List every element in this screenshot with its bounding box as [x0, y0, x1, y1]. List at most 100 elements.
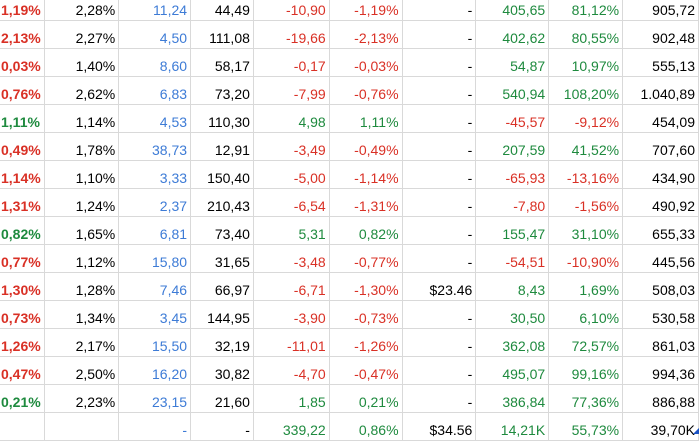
cell-col-3[interactable]: 150,40	[190, 160, 254, 189]
cell-col-5[interactable]: -1,26%	[329, 328, 403, 357]
cell-col-0[interactable]: 2,13%	[0, 20, 46, 49]
cell-col-9[interactable]: 39,70K	[622, 412, 699, 441]
cell-col-9[interactable]: 454,09	[622, 104, 699, 133]
cell-col-0[interactable]: 1,31%	[0, 188, 46, 217]
cell-col-9[interactable]: 655,33	[622, 216, 699, 245]
cell-col-1[interactable]: 1,65%	[44, 216, 120, 245]
cell-col-9[interactable]: 508,03	[622, 272, 699, 301]
cell-col-5[interactable]: -0,77%	[329, 244, 403, 273]
cell-col-3[interactable]: 32,19	[190, 328, 254, 357]
cell-col-2[interactable]: 38,73	[118, 132, 192, 161]
cell-col-1[interactable]: 2,28%	[44, 0, 120, 21]
cell-col-8[interactable]: 6,10%	[548, 300, 624, 329]
cell-col-4[interactable]: -19,66	[253, 20, 330, 49]
cell-col-7[interactable]: 14,21K	[475, 412, 550, 441]
cell-col-3[interactable]: 73,20	[190, 76, 254, 105]
cell-col-2[interactable]: 16,20	[118, 356, 192, 385]
cell-col-3[interactable]: 12,91	[190, 132, 254, 161]
cell-col-5[interactable]: 0,86%	[329, 412, 403, 441]
cell-col-4[interactable]: -11,01	[253, 328, 330, 357]
cell-col-0[interactable]: 0,77%	[0, 244, 46, 273]
cell-col-8[interactable]: 80,55%	[548, 20, 624, 49]
cell-col-4[interactable]: -0,17	[253, 48, 330, 77]
cell-col-1[interactable]: 1,14%	[44, 104, 120, 133]
cell-col-4[interactable]: 5,31	[253, 216, 330, 245]
cell-col-0[interactable]: 1,19%	[0, 0, 46, 21]
cell-col-1[interactable]: 2,23%	[44, 384, 120, 413]
cell-col-2[interactable]: 15,50	[118, 328, 192, 357]
cell-col-3[interactable]: 31,65	[190, 244, 254, 273]
cell-col-6[interactable]: -	[402, 76, 477, 105]
cell-col-4[interactable]: 1,85	[253, 384, 330, 413]
cell-col-9[interactable]: 861,03	[622, 328, 699, 357]
cell-col-6[interactable]: -	[402, 160, 477, 189]
cell-col-7[interactable]: 54,87	[475, 48, 550, 77]
cell-col-0[interactable]	[0, 412, 46, 441]
cell-col-3[interactable]: 44,49	[190, 0, 254, 21]
cell-col-7[interactable]: -54,51	[475, 244, 550, 273]
cell-col-8[interactable]: 10,97%	[548, 48, 624, 77]
cell-col-3[interactable]: 73,40	[190, 216, 254, 245]
cell-col-7[interactable]: 386,84	[475, 384, 550, 413]
cell-col-2[interactable]: 3,33	[118, 160, 192, 189]
cell-col-3[interactable]: 210,43	[190, 188, 254, 217]
cell-col-1[interactable]	[44, 412, 120, 441]
cell-col-6[interactable]: -	[402, 48, 477, 77]
cell-col-8[interactable]: -10,90%	[548, 244, 624, 273]
cell-col-1[interactable]: 2,17%	[44, 328, 120, 357]
cell-col-5[interactable]: -2,13%	[329, 20, 403, 49]
cell-col-6[interactable]: $34.56	[402, 412, 477, 441]
cell-col-5[interactable]: -0,73%	[329, 300, 403, 329]
cell-col-1[interactable]: 1,40%	[44, 48, 120, 77]
cell-col-8[interactable]: 1,69%	[548, 272, 624, 301]
cell-col-6[interactable]: -	[402, 384, 477, 413]
cell-col-8[interactable]: -9,12%	[548, 104, 624, 133]
cell-col-8[interactable]: 77,36%	[548, 384, 624, 413]
cell-col-3[interactable]: 111,08	[190, 20, 254, 49]
cell-col-8[interactable]: 31,10%	[548, 216, 624, 245]
cell-col-7[interactable]: 362,08	[475, 328, 550, 357]
cell-col-2[interactable]: 4,53	[118, 104, 192, 133]
cell-col-8[interactable]: 55,73%	[548, 412, 624, 441]
cell-col-5[interactable]: 0,21%	[329, 384, 403, 413]
cell-col-6[interactable]: -	[402, 104, 477, 133]
cell-col-0[interactable]: 1,30%	[0, 272, 46, 301]
cell-col-1[interactable]: 1,24%	[44, 188, 120, 217]
cell-col-5[interactable]: -1,31%	[329, 188, 403, 217]
fill-handle-icon[interactable]	[693, 428, 699, 434]
cell-col-4[interactable]: -4,70	[253, 356, 330, 385]
cell-col-4[interactable]: -6,54	[253, 188, 330, 217]
cell-col-2[interactable]: 7,46	[118, 272, 192, 301]
cell-col-0[interactable]: 0,76%	[0, 76, 46, 105]
cell-col-7[interactable]: 540,94	[475, 76, 550, 105]
cell-col-1[interactable]: 2,50%	[44, 356, 120, 385]
cell-col-9[interactable]: 707,60	[622, 132, 699, 161]
cell-col-1[interactable]: 1,78%	[44, 132, 120, 161]
cell-col-8[interactable]: 81,12%	[548, 0, 624, 21]
cell-col-7[interactable]: 30,50	[475, 300, 550, 329]
cell-col-8[interactable]: 108,20%	[548, 76, 624, 105]
cell-col-6[interactable]: -	[402, 132, 477, 161]
cell-col-3[interactable]: 144,95	[190, 300, 254, 329]
cell-col-3[interactable]: 58,17	[190, 48, 254, 77]
cell-col-5[interactable]: -1,19%	[329, 0, 403, 21]
cell-col-4[interactable]: -3,90	[253, 300, 330, 329]
cell-col-3[interactable]: 30,82	[190, 356, 254, 385]
cell-col-7[interactable]: 495,07	[475, 356, 550, 385]
cell-col-2[interactable]: 2,37	[118, 188, 192, 217]
cell-col-6[interactable]: $23.46	[402, 272, 477, 301]
cell-col-5[interactable]: 0,82%	[329, 216, 403, 245]
cell-col-4[interactable]: -7,99	[253, 76, 330, 105]
cell-col-0[interactable]: 0,82%	[0, 216, 46, 245]
cell-col-1[interactable]: 1,10%	[44, 160, 120, 189]
cell-col-8[interactable]: -1,56%	[548, 188, 624, 217]
cell-col-7[interactable]: -7,80	[475, 188, 550, 217]
cell-col-6[interactable]: -	[402, 0, 477, 21]
cell-col-5[interactable]: -0,03%	[329, 48, 403, 77]
cell-col-0[interactable]: 1,14%	[0, 160, 46, 189]
cell-col-7[interactable]: -45,57	[475, 104, 550, 133]
cell-col-7[interactable]: -65,93	[475, 160, 550, 189]
cell-col-3[interactable]: 66,97	[190, 272, 254, 301]
cell-col-8[interactable]: 72,57%	[548, 328, 624, 357]
cell-col-6[interactable]: -	[402, 300, 477, 329]
